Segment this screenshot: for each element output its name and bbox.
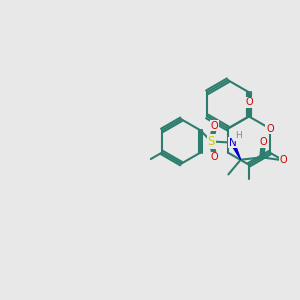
Text: O: O (245, 97, 253, 107)
Text: H: H (235, 131, 242, 140)
Text: O: O (279, 155, 287, 165)
Text: N: N (229, 138, 236, 148)
Text: O: O (260, 137, 267, 147)
Polygon shape (231, 142, 241, 160)
Text: O: O (266, 124, 274, 134)
Text: O: O (211, 121, 219, 130)
Text: O: O (211, 152, 219, 162)
Text: S: S (208, 135, 215, 148)
